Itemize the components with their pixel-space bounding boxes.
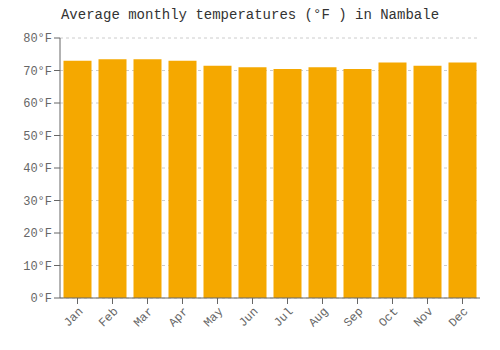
svg-text:Sep: Sep <box>341 305 366 330</box>
svg-text:0°F: 0°F <box>30 292 52 306</box>
svg-text:80°F: 80°F <box>23 32 52 46</box>
svg-text:Apr: Apr <box>166 305 191 330</box>
svg-text:Oct: Oct <box>376 305 401 330</box>
html-text:Average monthly temperatures (: Average monthly temperatures (°F ) in Na… <box>61 7 439 23</box>
svg-text:50°F: 50°F <box>23 130 52 144</box>
svg-text:Nov: Nov <box>411 305 436 330</box>
svg-text:Mar: Mar <box>131 305 156 330</box>
svg-text:Jan: Jan <box>61 305 86 330</box>
svg-text:60°F: 60°F <box>23 97 52 111</box>
svg-text:70°F: 70°F <box>23 65 52 79</box>
svg-text:May: May <box>201 305 226 330</box>
svg-text:Jul: Jul <box>271 305 296 330</box>
svg-text:40°F: 40°F <box>23 162 52 176</box>
svg-text:10°F: 10°F <box>23 260 52 274</box>
svg-text:Dec: Dec <box>446 305 471 330</box>
svg-text:Jun: Jun <box>236 305 261 330</box>
svg-text:Feb: Feb <box>96 305 121 330</box>
svg-text:Aug: Aug <box>306 305 331 330</box>
svg-text:20°F: 20°F <box>23 227 52 241</box>
svg-text:30°F: 30°F <box>23 195 52 209</box>
